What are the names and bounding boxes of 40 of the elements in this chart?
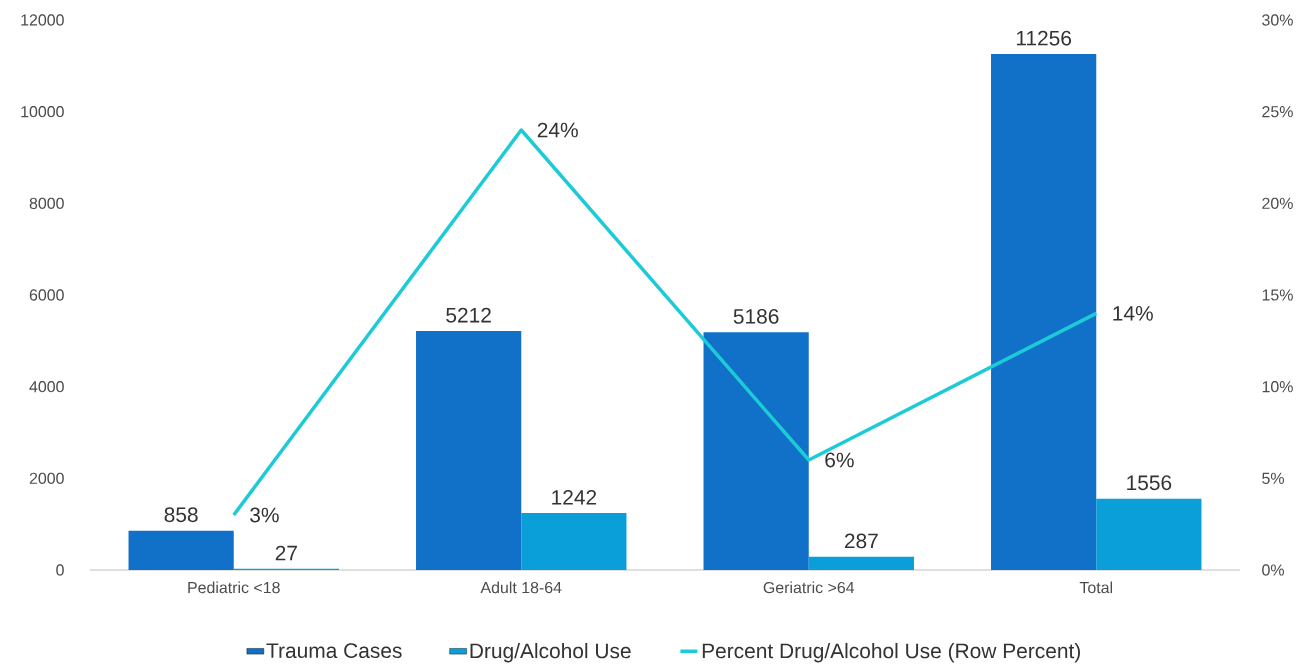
data-label: 14%: [1113, 306, 1153, 321]
bar: [521, 513, 627, 570]
data-label: 858: [164, 507, 198, 523]
x-tick-label: Pediatric <18: [188, 581, 280, 594]
legend-label: Percent Drug/Alcohol Use (Row Percent): [702, 642, 1080, 663]
y2-tick-label: 10%: [1262, 381, 1293, 393]
y2-tick-label: 25%: [1262, 106, 1293, 118]
bar: [991, 54, 1097, 570]
bar: [703, 332, 809, 570]
y-tick-label: 6000: [29, 289, 64, 301]
y-tick-label: 0: [56, 564, 64, 576]
y-tick-label: 10000: [21, 106, 64, 118]
data-label: 27: [275, 545, 297, 561]
data-label: 1556: [1127, 475, 1172, 491]
y2-tick-label: 20%: [1262, 197, 1293, 209]
bar: [1096, 498, 1202, 570]
y2-tick-label: 5%: [1262, 472, 1284, 484]
data-label: 1242: [552, 489, 597, 505]
legend-label: Trauma Cases: [266, 643, 402, 659]
data-label: 5212: [446, 307, 491, 323]
bar: [416, 331, 522, 570]
x-tick-label: Total: [1079, 581, 1113, 594]
legend-label: Drug/Alcohol Use: [470, 642, 631, 663]
data-label: 5186: [733, 308, 779, 324]
y-tick-label: 8000: [29, 197, 64, 209]
x-tick-label: Geriatric >64: [763, 581, 855, 594]
bar: [808, 556, 914, 570]
y-tick-label: 2000: [29, 472, 64, 484]
x-tick-label: Adult 18-64: [480, 581, 562, 594]
bar: [128, 530, 234, 570]
data-label: 3%: [250, 507, 279, 523]
y-tick-label: 12000: [21, 14, 64, 26]
data-label: 11256: [1016, 30, 1072, 46]
y-tick-label: 4000: [29, 381, 64, 393]
y2-tick-label: 0%: [1262, 564, 1284, 576]
data-label: 24%: [537, 122, 578, 138]
y2-tick-label: 30%: [1262, 14, 1293, 26]
y2-tick-label: 15%: [1262, 289, 1293, 301]
data-label: 287: [844, 533, 878, 549]
data-label: 6%: [825, 452, 854, 468]
